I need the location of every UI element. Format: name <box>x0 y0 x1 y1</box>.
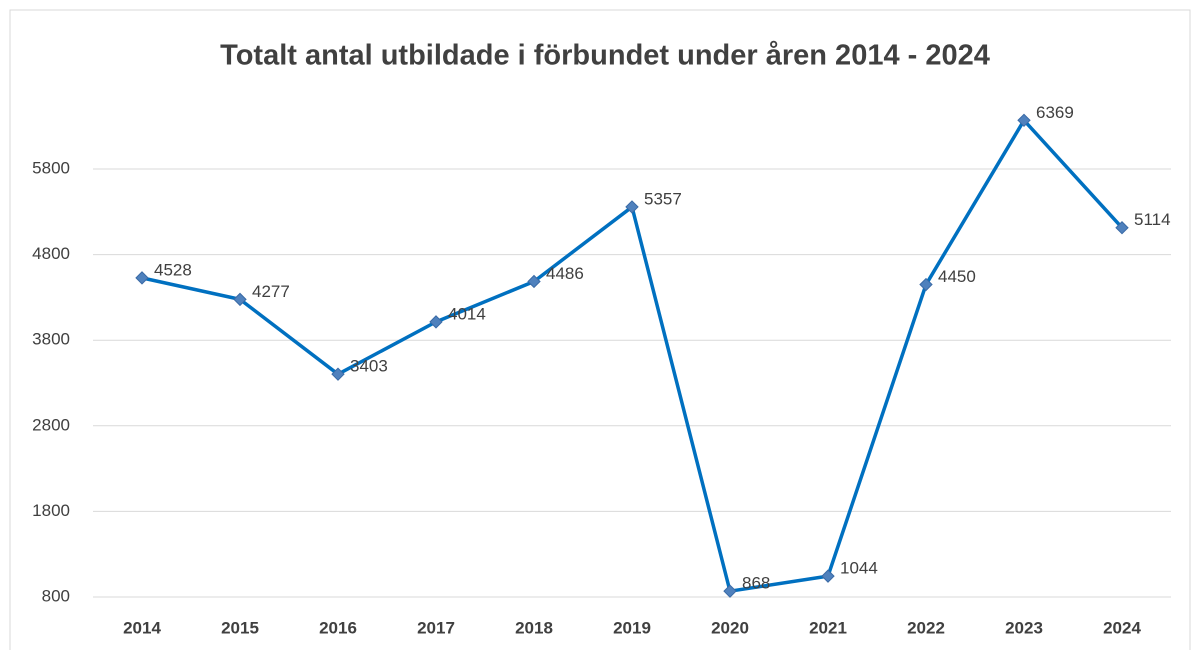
marker <box>331 367 345 381</box>
y-tick-label: 4800 <box>32 244 70 263</box>
y-tick-label: 3800 <box>32 330 70 349</box>
x-tick-label: 2014 <box>123 618 161 637</box>
x-tick-label: 2018 <box>515 618 553 637</box>
y-tick-label: 5800 <box>32 158 70 177</box>
data-label: 4486 <box>546 264 584 283</box>
x-tick-label: 2020 <box>711 618 749 637</box>
data-label: 4277 <box>252 282 290 301</box>
data-label: 5114 <box>1134 210 1171 229</box>
data-label: 5357 <box>644 189 682 208</box>
data-label: 4450 <box>938 267 976 286</box>
marker <box>625 200 639 214</box>
x-tick-label: 2024 <box>1103 618 1141 637</box>
x-tick-label: 2017 <box>417 618 455 637</box>
chart-border <box>9 9 1191 650</box>
data-label: 4014 <box>448 304 486 323</box>
x-tick-label: 2021 <box>809 618 847 637</box>
data-label: 6369 <box>1036 103 1074 122</box>
x-tick-label: 2023 <box>1005 618 1043 637</box>
data-label: 3403 <box>350 357 388 376</box>
marker <box>1115 221 1129 235</box>
x-tick-label: 2015 <box>221 618 259 637</box>
data-label: 1044 <box>840 559 878 578</box>
marker <box>723 584 737 598</box>
y-tick-label: 1800 <box>32 501 70 520</box>
marker <box>821 569 835 583</box>
marker <box>527 274 541 289</box>
marker <box>135 271 149 285</box>
x-tick-label: 2016 <box>319 618 357 637</box>
y-tick-label: 800 <box>42 586 70 605</box>
x-tick-label: 2019 <box>613 618 651 637</box>
y-tick-label: 2800 <box>32 415 70 434</box>
marker <box>1017 113 1031 128</box>
data-label: 868 <box>742 574 770 593</box>
marker <box>233 292 247 307</box>
marker <box>429 315 443 329</box>
chart-title: Totalt antal utbildade i förbundet under… <box>220 40 990 72</box>
marker <box>919 277 933 292</box>
data-label: 4528 <box>154 260 192 279</box>
x-tick-label: 2022 <box>907 618 945 637</box>
